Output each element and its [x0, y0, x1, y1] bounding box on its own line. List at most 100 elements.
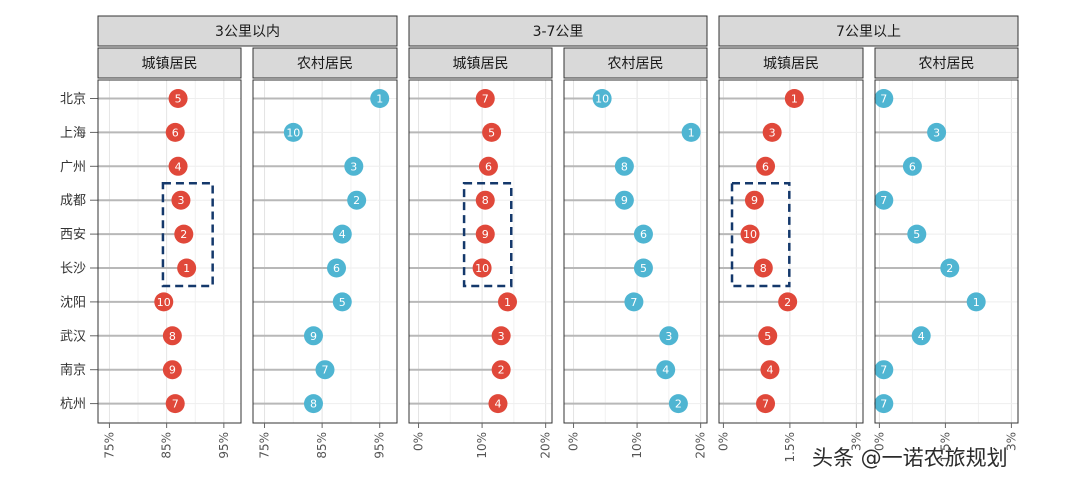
lollipop-dot — [966, 292, 986, 312]
panel-border — [563, 79, 708, 424]
rank-label: 1 — [791, 93, 798, 106]
rank-label: 8 — [310, 398, 317, 411]
lollipop-dot — [592, 89, 612, 108]
lollipop-dot — [874, 360, 894, 380]
lollipop-dot — [475, 190, 495, 210]
rank-label: 7 — [482, 93, 489, 106]
rank-label: 6 — [172, 126, 179, 139]
panel-strip — [718, 47, 864, 79]
lollipop-dot — [482, 122, 502, 142]
rank-label: 7 — [880, 398, 887, 411]
group-strip — [408, 15, 708, 47]
rank-label: 8 — [169, 330, 176, 343]
x-tick-label: 0% — [412, 432, 426, 451]
rank-label: 5 — [640, 262, 647, 275]
rank-label: 4 — [339, 228, 346, 241]
rank-label: 7 — [880, 194, 887, 207]
x-tick-label: 10% — [630, 432, 644, 459]
x-tick-label: 95% — [217, 432, 231, 459]
rank-label: 4 — [766, 364, 773, 377]
rank-label: 3 — [933, 126, 940, 139]
group-strip-label: 7公里以上 — [836, 24, 901, 40]
lollipop-dot — [668, 394, 688, 414]
rank-label: 9 — [482, 228, 489, 241]
lollipop-dot — [171, 190, 191, 210]
group-strip — [718, 15, 1019, 47]
panel-background — [719, 80, 863, 423]
lollipop-dot — [907, 224, 927, 244]
lollipop-dot — [315, 360, 335, 380]
rank-label: 10 — [475, 262, 489, 275]
x-tick-label: 3% — [1004, 432, 1018, 451]
lollipop-dot — [633, 258, 653, 278]
rank-label: 6 — [333, 262, 340, 275]
rank-label: 6 — [640, 228, 647, 241]
lollipop-dot — [756, 156, 776, 176]
rank-label: 2 — [946, 262, 953, 275]
lollipop-dot — [162, 360, 182, 380]
rank-label: 10 — [286, 126, 300, 139]
lollipop-dot — [753, 258, 773, 278]
lollipop-dot — [656, 360, 676, 380]
x-tick-label: 75% — [258, 432, 272, 459]
rank-label: 4 — [494, 398, 501, 411]
lollipop-dot — [327, 258, 347, 278]
panel-border — [252, 79, 398, 424]
rank-label: 3 — [177, 194, 184, 207]
panel-border — [97, 79, 242, 424]
city-label: 北京 — [60, 92, 86, 107]
lollipop-dot — [940, 258, 960, 278]
group-strip-label: 3公里以内 — [215, 24, 280, 40]
rank-label: 2 — [784, 296, 791, 309]
rank-label: 5 — [175, 93, 182, 106]
rank-label: 6 — [762, 160, 769, 173]
lollipop-dot — [762, 122, 782, 142]
rank-label: 8 — [760, 262, 767, 275]
lollipop-dot — [681, 122, 701, 142]
lollipop-dot — [478, 156, 498, 176]
rank-label: 1 — [688, 126, 695, 139]
lollipop-dot — [614, 156, 634, 176]
lollipop-dot — [303, 326, 323, 346]
x-tick-label: 20% — [694, 432, 708, 459]
rank-label: 2 — [180, 228, 187, 241]
rank-label: 5 — [913, 228, 920, 241]
city-label: 上海 — [60, 126, 86, 141]
city-label: 成都 — [60, 194, 86, 209]
x-tick-label: 95% — [373, 432, 387, 459]
lollipop-dot — [927, 122, 947, 142]
lollipop-dot — [177, 258, 197, 278]
panel-background — [875, 80, 1018, 423]
rank-label: 3 — [498, 330, 505, 343]
panel-strip-label: 城镇居民 — [763, 56, 819, 72]
panel-strip-label: 城镇居民 — [142, 56, 198, 72]
lollipop-dot — [758, 326, 778, 346]
panel-strip-label: 农村居民 — [919, 56, 975, 72]
x-tick-label: 75% — [102, 432, 116, 459]
x-tick-label: 0% — [716, 432, 730, 451]
rank-label: 1 — [973, 296, 980, 309]
rank-label: 4 — [662, 364, 669, 377]
rank-label: 4 — [175, 160, 182, 173]
rank-label: 1 — [376, 93, 383, 106]
rank-label: 9 — [751, 194, 758, 207]
lollipop-dot — [624, 292, 644, 312]
x-tick-label: 0% — [872, 432, 886, 451]
lollipop-dot — [744, 190, 764, 210]
x-tick-label: 20% — [539, 432, 553, 459]
lollipop-dot — [165, 394, 185, 414]
x-tick-label: 1.5% — [938, 432, 952, 463]
rank-label: 5 — [488, 126, 495, 139]
lollipop-dot — [332, 224, 352, 244]
rank-label: 10 — [743, 228, 757, 241]
lollipop-dot — [472, 258, 492, 278]
panel-strip-label: 农村居民 — [608, 56, 664, 72]
lollipop-dot — [784, 89, 804, 108]
lollipop-dot — [874, 394, 894, 414]
panel-background — [409, 80, 552, 423]
lollipop-dot — [475, 224, 495, 244]
lollipop-dot — [491, 360, 511, 380]
city-label: 杭州 — [60, 397, 86, 412]
panel-strip — [874, 47, 1019, 79]
